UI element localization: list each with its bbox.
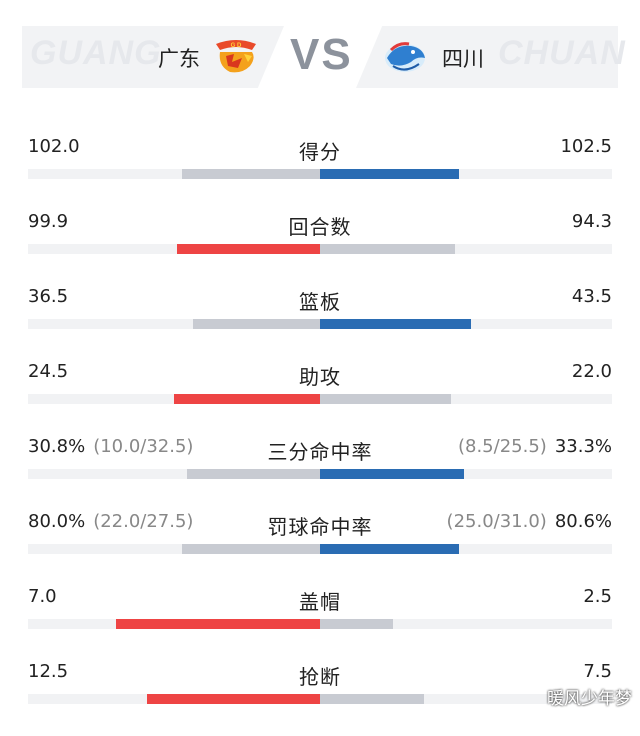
home-bar: [146, 694, 320, 704]
stat-label: 三分命中率: [267, 440, 373, 464]
comparison-track: [28, 694, 612, 704]
home-bar: [177, 244, 320, 254]
comparison-track: [28, 469, 612, 479]
home-bar: [181, 544, 320, 554]
stat-label: 罚球命中率: [267, 515, 373, 539]
stat-label: 得分: [299, 140, 341, 164]
home-stat-value: 30.8% (10.0/32.5): [28, 436, 201, 457]
stat-row-three-pt-pct: 30.8% (10.0/32.5) 三分命中率 (8.5/25.5) 33.3%: [0, 436, 640, 511]
home-stat-value: 12.5: [28, 661, 68, 682]
away-stat-value: 7.5: [583, 661, 612, 682]
stat-row-points: 102.0 得分 102.5: [0, 136, 640, 211]
away-team-name[interactable]: 四川: [442, 47, 484, 71]
away-stat-value: 94.3: [572, 211, 612, 232]
stat-row-free-throw-pct: 80.0% (22.0/27.5) 罚球命中率 (25.0/31.0) 80.6%: [0, 511, 640, 586]
home-stat-main: 12.5: [28, 661, 69, 682]
stat-label: 盖帽: [299, 590, 341, 614]
away-stat-main: 7.5: [583, 661, 612, 682]
stat-label: 抢断: [299, 665, 341, 689]
away-bar: [320, 469, 465, 479]
comparison-track: [28, 319, 612, 329]
away-stat-value: (25.0/31.0) 80.6%: [439, 511, 612, 532]
away-bar: [320, 694, 425, 704]
home-stat-value: 7.0: [28, 586, 57, 607]
stat-row-rebounds: 36.5 篮板 43.5: [0, 286, 640, 361]
away-stat-main: 43.5: [571, 286, 612, 307]
away-stat-value: 2.5: [583, 586, 612, 607]
away-stat-value: 43.5: [572, 286, 612, 307]
home-stat-value: 24.5: [28, 361, 68, 382]
away-stat-value: 22.0: [572, 361, 612, 382]
away-stat-main: 33.3%: [554, 436, 612, 457]
home-stat-main: 36.5: [28, 286, 69, 307]
home-stat-main: 99.9: [28, 211, 69, 232]
sichuan-bluewhales-logo-icon[interactable]: [381, 36, 429, 80]
away-bar: [320, 319, 471, 329]
away-stat-main: 80.6%: [554, 511, 612, 532]
away-bar: [320, 619, 393, 629]
home-stat-main: 102.0: [28, 136, 80, 157]
away-stat-main: 102.5: [560, 136, 612, 157]
away-stat-main: 22.0: [571, 361, 612, 382]
away-bar: [320, 244, 455, 254]
home-stat-main: 80.0%: [28, 511, 86, 532]
home-bar: [181, 169, 320, 179]
home-stat-value: 80.0% (22.0/27.5): [28, 511, 201, 532]
home-bar: [115, 619, 320, 629]
away-bar: [320, 169, 460, 179]
svg-text:G D: G D: [231, 43, 242, 49]
stat-row-steals: 12.5 抢断 7.5: [0, 661, 640, 736]
stat-label: 回合数: [288, 215, 352, 239]
away-stat-value: (8.5/25.5) 33.3%: [450, 436, 612, 457]
away-bar: [320, 394, 452, 404]
away-stat-value: 102.5: [560, 136, 612, 157]
away-stat-detail: (8.5/25.5): [457, 436, 547, 457]
home-stat-main: 7.0: [28, 586, 57, 607]
author-watermark: 暖风少年梦: [547, 689, 632, 709]
stat-label: 助攻: [299, 365, 341, 389]
home-team-name[interactable]: 广东: [158, 47, 200, 71]
home-stat-main: 24.5: [28, 361, 69, 382]
comparison-track: [28, 244, 612, 254]
vs-label: VS: [290, 30, 353, 79]
home-stat-main: 30.8%: [28, 436, 86, 457]
away-watermark-text: CHUAN: [498, 34, 626, 72]
home-stat-detail: (10.0/32.5): [93, 436, 194, 457]
home-bar: [173, 394, 320, 404]
stat-row-possessions: 99.9 回合数 94.3: [0, 211, 640, 286]
away-stat-main: 2.5: [583, 586, 612, 607]
home-watermark-text: GUANG: [30, 34, 162, 72]
home-bar: [193, 319, 320, 329]
guangdong-tigers-logo-icon[interactable]: G D: [212, 36, 260, 80]
comparison-track: [28, 619, 612, 629]
stat-row-assists: 24.5 助攻 22.0: [0, 361, 640, 436]
away-stat-main: 94.3: [571, 211, 612, 232]
comparison-track: [28, 394, 612, 404]
away-stat-detail: (25.0/31.0): [446, 511, 547, 532]
comparison-track: [28, 544, 612, 554]
home-stat-value: 36.5: [28, 286, 68, 307]
match-header: GUANG CHUAN 广东 G D VS 四川: [0, 0, 640, 112]
home-stat-value: 102.0: [28, 136, 80, 157]
home-stat-value: 99.9: [28, 211, 68, 232]
home-bar: [186, 469, 320, 479]
stat-row-blocks: 7.0 盖帽 2.5: [0, 586, 640, 661]
home-stat-detail: (22.0/27.5): [93, 511, 194, 532]
stat-label: 篮板: [299, 290, 341, 314]
away-bar: [320, 544, 460, 554]
comparison-track: [28, 169, 612, 179]
